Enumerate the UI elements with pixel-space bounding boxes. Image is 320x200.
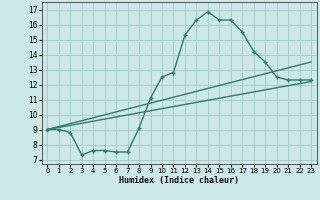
X-axis label: Humidex (Indice chaleur): Humidex (Indice chaleur)	[119, 176, 239, 185]
